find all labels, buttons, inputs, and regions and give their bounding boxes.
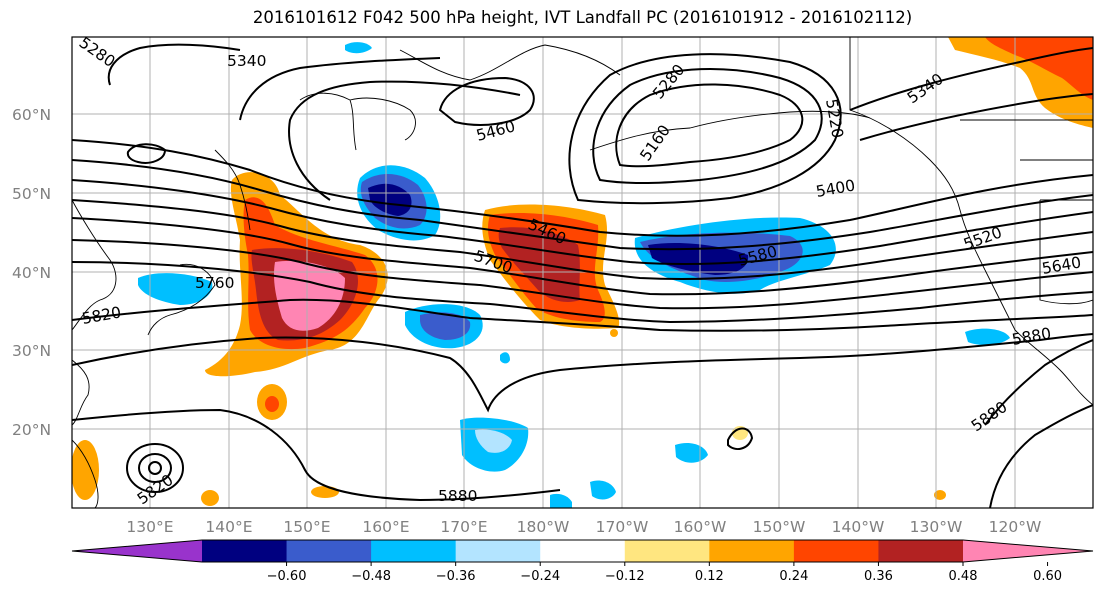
lat-label: 20°N (12, 421, 51, 439)
colorbar-segment (624, 540, 710, 562)
colorbar: −0.60 −0.48 −0.36 −0.24 −0.12 0.12 0.24 0.36 0.4… (71, 539, 1094, 584)
colorbar-segment (286, 540, 372, 562)
colorbar-segment (540, 540, 626, 562)
lat-label: 50°N (12, 185, 51, 203)
contour-label: 5760 (195, 274, 234, 292)
lon-label: 170°W (596, 518, 649, 536)
colorbar-tick-label: −0.60 (267, 569, 307, 584)
lon-label: 160°W (674, 518, 727, 536)
colorbar-tick-label: −0.36 (436, 569, 476, 584)
lat-label: 60°N (12, 106, 51, 124)
colorbar-tick-label: 0.36 (864, 569, 893, 584)
lon-label: 150°E (283, 518, 330, 536)
colorbar-tick-label: 0.48 (949, 569, 978, 584)
colorbar-segment (878, 540, 964, 562)
contour-label: 5340 (227, 52, 266, 70)
colorbar-segment (202, 540, 288, 562)
colorbar-segment (793, 540, 879, 562)
height-contours (72, 43, 1093, 508)
lon-label: 150°W (753, 518, 806, 536)
colorbar-tick-label: 0.24 (779, 569, 808, 584)
coastlines (72, 37, 1093, 508)
contour-label: 5880 (438, 487, 477, 505)
colorbar-segment (455, 540, 541, 562)
latitude-labels: 60°N 50°N 40°N 30°N 20°N (12, 106, 51, 439)
lon-label: 120°W (989, 518, 1042, 536)
longitude-labels: 130°E 140°E 150°E 160°E 170°E 180°W 170°… (126, 518, 1041, 536)
lat-label: 40°N (12, 264, 51, 282)
lon-label: 140°E (205, 518, 252, 536)
lon-label: 130°E (126, 518, 173, 536)
lon-label: 180°W (517, 518, 570, 536)
colorbar-tick-label: −0.24 (520, 569, 560, 584)
colorbar-tick-label: 0.12 (695, 569, 724, 584)
plot-title: 2016101612 F042 500 hPa height, IVT Land… (252, 8, 913, 27)
lon-label: 170°E (440, 518, 487, 536)
colorbar-tick-label: 0.60 (1033, 569, 1062, 584)
lat-label: 30°N (12, 342, 51, 360)
colorbar-extend-max (963, 540, 1093, 562)
colorbar-extend-min (72, 540, 202, 562)
map-frame (71, 36, 1094, 509)
colorbar-segment (371, 540, 457, 562)
colorbar-tick-label: −0.48 (351, 569, 391, 584)
colorbar-outline (71, 539, 1094, 563)
colorbar-tick-label: −0.12 (605, 569, 645, 584)
lon-label: 160°E (362, 518, 409, 536)
colorbar-segment (709, 540, 795, 562)
lon-label: 140°W (832, 518, 885, 536)
lon-label: 130°W (910, 518, 963, 536)
